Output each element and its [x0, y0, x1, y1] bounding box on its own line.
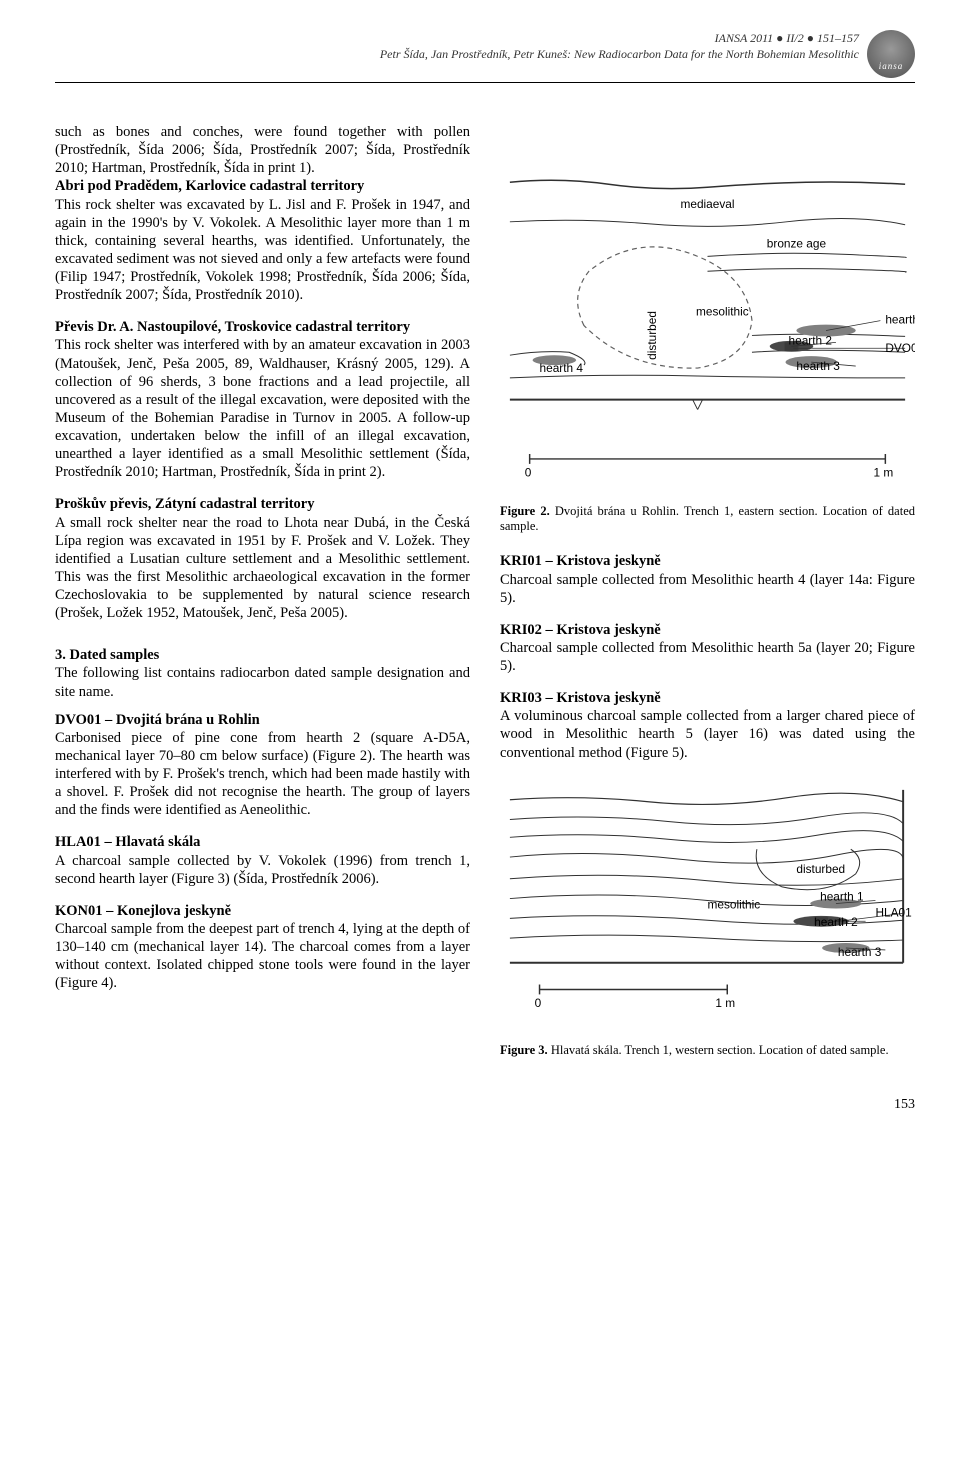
kri03-heading: KRI03 – Kristova jeskyně [500, 689, 915, 707]
section-3-intro: The following list contains radiocarbon … [55, 664, 470, 700]
figure-3-caption: Figure 3. Hlavatá skála. Trench 1, weste… [500, 1043, 915, 1058]
figure-3-caption-label: Figure 3. [500, 1043, 548, 1057]
proskuv-body: A small rock shelter near the road to Lh… [55, 514, 470, 623]
fig3-label-h1: hearth 1 [820, 889, 864, 903]
dvo01-heading: DVO01 – Dvojitá brána u Rohlin [55, 711, 470, 729]
kri01-heading: KRI01 – Kristova jeskyně [500, 552, 915, 570]
fig2-label-h3: hearth 3 [796, 359, 840, 373]
paper-title-line: Petr Šída, Jan Prostředník, Petr Kuneš: … [380, 46, 859, 62]
previs-heading: Převis Dr. A. Nastoupilové, Troskovice c… [55, 318, 470, 336]
figure-2-caption-text: Dvojitá brána u Rohlin. Trench 1, easter… [500, 504, 915, 533]
fig3-scale-0: 0 [535, 996, 542, 1010]
fig3-label-h2: hearth 2 [814, 915, 857, 929]
fig3-label-disturbed: disturbed [796, 862, 845, 876]
abri-body: This rock shelter was excavated by L. Ji… [55, 196, 470, 305]
proskuv-heading: Proškův převis, Zátyní cadastral territo… [55, 495, 470, 513]
kri01-body: Charcoal sample collected from Mesolithi… [500, 571, 915, 607]
dvo01-body: Carbonised piece of pine cone from heart… [55, 729, 470, 820]
figure-2: mediaeval bronze age mesolithic disturbe… [500, 123, 915, 534]
fig3-label-meso: mesolithic [708, 897, 761, 911]
fig2-label-h4: hearth 4 [540, 361, 584, 375]
figure-3-svg: disturbed mesolithic hearth 1 hearth 2 h… [500, 780, 915, 1037]
kri03-body: A voluminous charcoal sample collected f… [500, 707, 915, 761]
journal-logo-icon: iansa [867, 30, 915, 78]
previs-body: This rock shelter was interfered with by… [55, 336, 470, 481]
journal-line: IANSA 2011 ● II/2 ● 151–157 [380, 30, 859, 46]
fig2-label-code: DVO01 [885, 341, 915, 355]
figure-2-caption-label: Figure 2. [500, 504, 550, 518]
fig2-scale-1: 1 m [873, 466, 893, 480]
fig2-label-h1: hearth 1 [885, 313, 915, 327]
kri02-heading: KRI02 – Kristova jeskyně [500, 621, 915, 639]
fig2-label-bronze: bronze age [767, 236, 827, 250]
fig2-label-disturbed: disturbed [645, 311, 659, 360]
fig3-scale-1: 1 m [715, 996, 735, 1010]
kri02-body: Charcoal sample collected from Mesolithi… [500, 639, 915, 675]
section-3-heading: 3. Dated samples [55, 646, 470, 664]
left-column: such as bones and conches, were found to… [55, 123, 470, 1076]
figure-3-caption-text: Hlavatá skála. Trench 1, western section… [548, 1043, 889, 1057]
fig3-label-h3: hearth 3 [838, 945, 882, 959]
fig3-label-code: HLA01 [875, 905, 912, 919]
right-column: mediaeval bronze age mesolithic disturbe… [500, 123, 915, 1076]
figure-2-caption: Figure 2. Dvojitá brána u Rohlin. Trench… [500, 504, 915, 534]
running-header: IANSA 2011 ● II/2 ● 151–157 Petr Šída, J… [55, 30, 915, 83]
figure-2-svg: mediaeval bronze age mesolithic disturbe… [500, 123, 915, 498]
page-number: 153 [55, 1096, 915, 1114]
header-text: IANSA 2011 ● II/2 ● 151–157 Petr Šída, J… [380, 30, 867, 62]
kon01-body: Charcoal sample from the deepest part of… [55, 920, 470, 993]
fig2-label-mediaeval: mediaeval [681, 197, 735, 211]
fig2-label-meso: mesolithic [696, 305, 749, 319]
hla01-heading: HLA01 – Hlavatá skála [55, 833, 470, 851]
content-columns: such as bones and conches, were found to… [55, 123, 915, 1076]
abri-heading: Abri pod Pradědem, Karlovice cadastral t… [55, 177, 470, 195]
intro-continuation: such as bones and conches, were found to… [55, 123, 470, 177]
fig2-label-h2: hearth 2 [789, 333, 832, 347]
figure-3: disturbed mesolithic hearth 1 hearth 2 h… [500, 780, 915, 1058]
hla01-body: A charcoal sample collected by V. Vokole… [55, 852, 470, 888]
fig2-scale-0: 0 [525, 466, 532, 480]
logo-text: iansa [879, 61, 904, 72]
kon01-heading: KON01 – Konejlova jeskyně [55, 902, 470, 920]
